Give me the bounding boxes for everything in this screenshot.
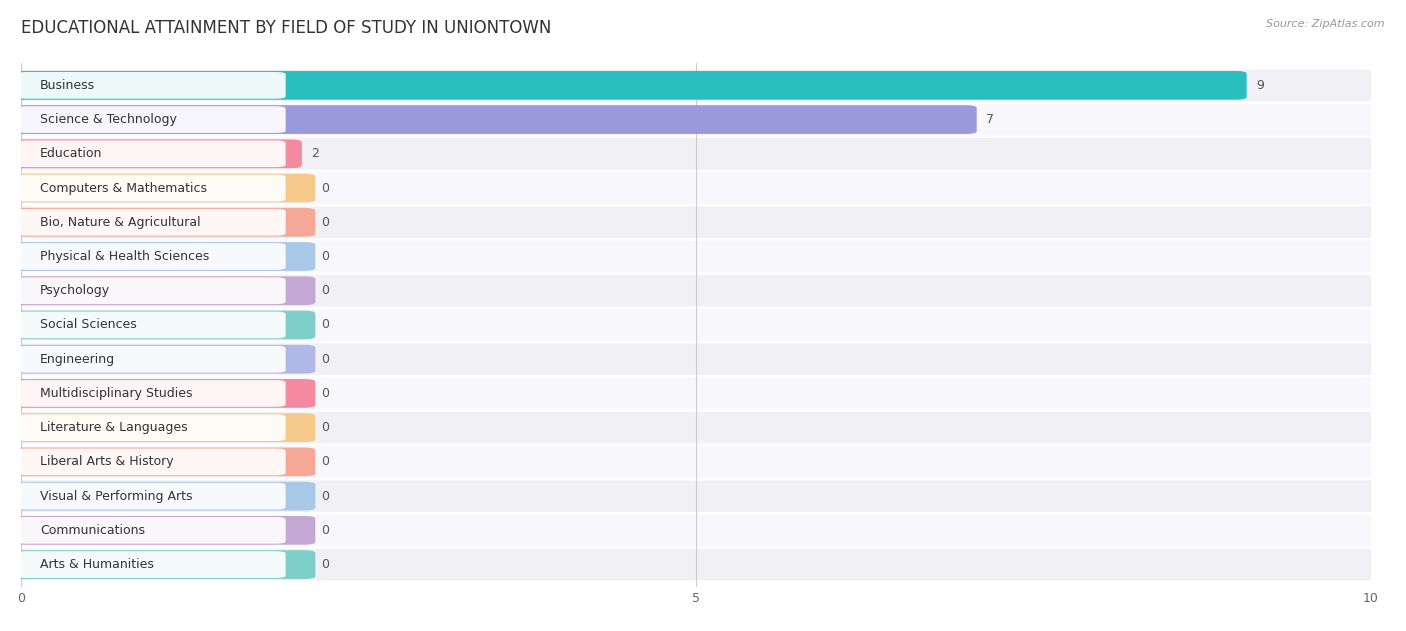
FancyBboxPatch shape — [21, 446, 1371, 478]
FancyBboxPatch shape — [17, 551, 285, 578]
FancyBboxPatch shape — [21, 515, 1371, 546]
FancyBboxPatch shape — [10, 516, 315, 545]
Text: 0: 0 — [321, 490, 329, 503]
FancyBboxPatch shape — [17, 380, 285, 407]
Text: Arts & Humanities: Arts & Humanities — [39, 558, 153, 571]
FancyBboxPatch shape — [10, 208, 315, 237]
Text: 0: 0 — [321, 353, 329, 366]
FancyBboxPatch shape — [17, 449, 285, 475]
Text: Business: Business — [39, 79, 96, 92]
FancyBboxPatch shape — [17, 483, 285, 509]
FancyBboxPatch shape — [10, 139, 302, 168]
FancyBboxPatch shape — [10, 413, 315, 442]
FancyBboxPatch shape — [17, 106, 285, 133]
FancyBboxPatch shape — [17, 175, 285, 201]
FancyBboxPatch shape — [21, 275, 1371, 307]
FancyBboxPatch shape — [21, 241, 1371, 272]
Text: 2: 2 — [311, 147, 319, 160]
FancyBboxPatch shape — [10, 550, 315, 579]
FancyBboxPatch shape — [21, 172, 1371, 204]
Text: Science & Technology: Science & Technology — [39, 113, 177, 126]
Text: Liberal Arts & History: Liberal Arts & History — [39, 456, 173, 468]
Text: 0: 0 — [321, 558, 329, 571]
FancyBboxPatch shape — [21, 69, 1371, 101]
FancyBboxPatch shape — [17, 209, 285, 235]
Text: EDUCATIONAL ATTAINMENT BY FIELD OF STUDY IN UNIONTOWN: EDUCATIONAL ATTAINMENT BY FIELD OF STUDY… — [21, 19, 551, 37]
FancyBboxPatch shape — [10, 242, 315, 271]
FancyBboxPatch shape — [17, 312, 285, 338]
Text: 0: 0 — [321, 216, 329, 229]
Text: Social Sciences: Social Sciences — [39, 319, 136, 331]
Text: 0: 0 — [321, 387, 329, 400]
FancyBboxPatch shape — [21, 549, 1371, 581]
Text: Visual & Performing Arts: Visual & Performing Arts — [39, 490, 193, 503]
Text: 0: 0 — [321, 456, 329, 468]
Text: Communications: Communications — [39, 524, 145, 537]
Text: 0: 0 — [321, 524, 329, 537]
Text: Source: ZipAtlas.com: Source: ZipAtlas.com — [1267, 19, 1385, 29]
Text: Literature & Languages: Literature & Languages — [39, 421, 187, 434]
Text: 0: 0 — [321, 319, 329, 331]
FancyBboxPatch shape — [17, 243, 285, 270]
FancyBboxPatch shape — [17, 517, 285, 544]
Text: 0: 0 — [321, 250, 329, 263]
FancyBboxPatch shape — [10, 481, 315, 510]
Text: 7: 7 — [986, 113, 994, 126]
FancyBboxPatch shape — [21, 138, 1371, 170]
FancyBboxPatch shape — [21, 412, 1371, 444]
FancyBboxPatch shape — [21, 104, 1371, 135]
FancyBboxPatch shape — [10, 345, 315, 374]
FancyBboxPatch shape — [21, 206, 1371, 238]
FancyBboxPatch shape — [10, 276, 315, 305]
Text: Multidisciplinary Studies: Multidisciplinary Studies — [39, 387, 193, 400]
FancyBboxPatch shape — [21, 480, 1371, 512]
FancyBboxPatch shape — [10, 71, 1247, 100]
FancyBboxPatch shape — [17, 278, 285, 304]
Text: Education: Education — [39, 147, 103, 160]
Text: Bio, Nature & Agricultural: Bio, Nature & Agricultural — [39, 216, 201, 229]
FancyBboxPatch shape — [21, 343, 1371, 375]
Text: Psychology: Psychology — [39, 284, 110, 297]
Text: 0: 0 — [321, 182, 329, 194]
FancyBboxPatch shape — [17, 72, 285, 98]
Text: 9: 9 — [1256, 79, 1264, 92]
FancyBboxPatch shape — [10, 105, 977, 134]
Text: Computers & Mathematics: Computers & Mathematics — [39, 182, 207, 194]
FancyBboxPatch shape — [10, 310, 315, 339]
FancyBboxPatch shape — [10, 174, 315, 203]
FancyBboxPatch shape — [21, 378, 1371, 409]
FancyBboxPatch shape — [17, 415, 285, 441]
Text: 0: 0 — [321, 421, 329, 434]
FancyBboxPatch shape — [17, 346, 285, 372]
FancyBboxPatch shape — [10, 447, 315, 476]
Text: Physical & Health Sciences: Physical & Health Sciences — [39, 250, 209, 263]
FancyBboxPatch shape — [21, 309, 1371, 341]
FancyBboxPatch shape — [10, 379, 315, 408]
Text: Engineering: Engineering — [39, 353, 115, 366]
Text: 0: 0 — [321, 284, 329, 297]
FancyBboxPatch shape — [17, 141, 285, 167]
